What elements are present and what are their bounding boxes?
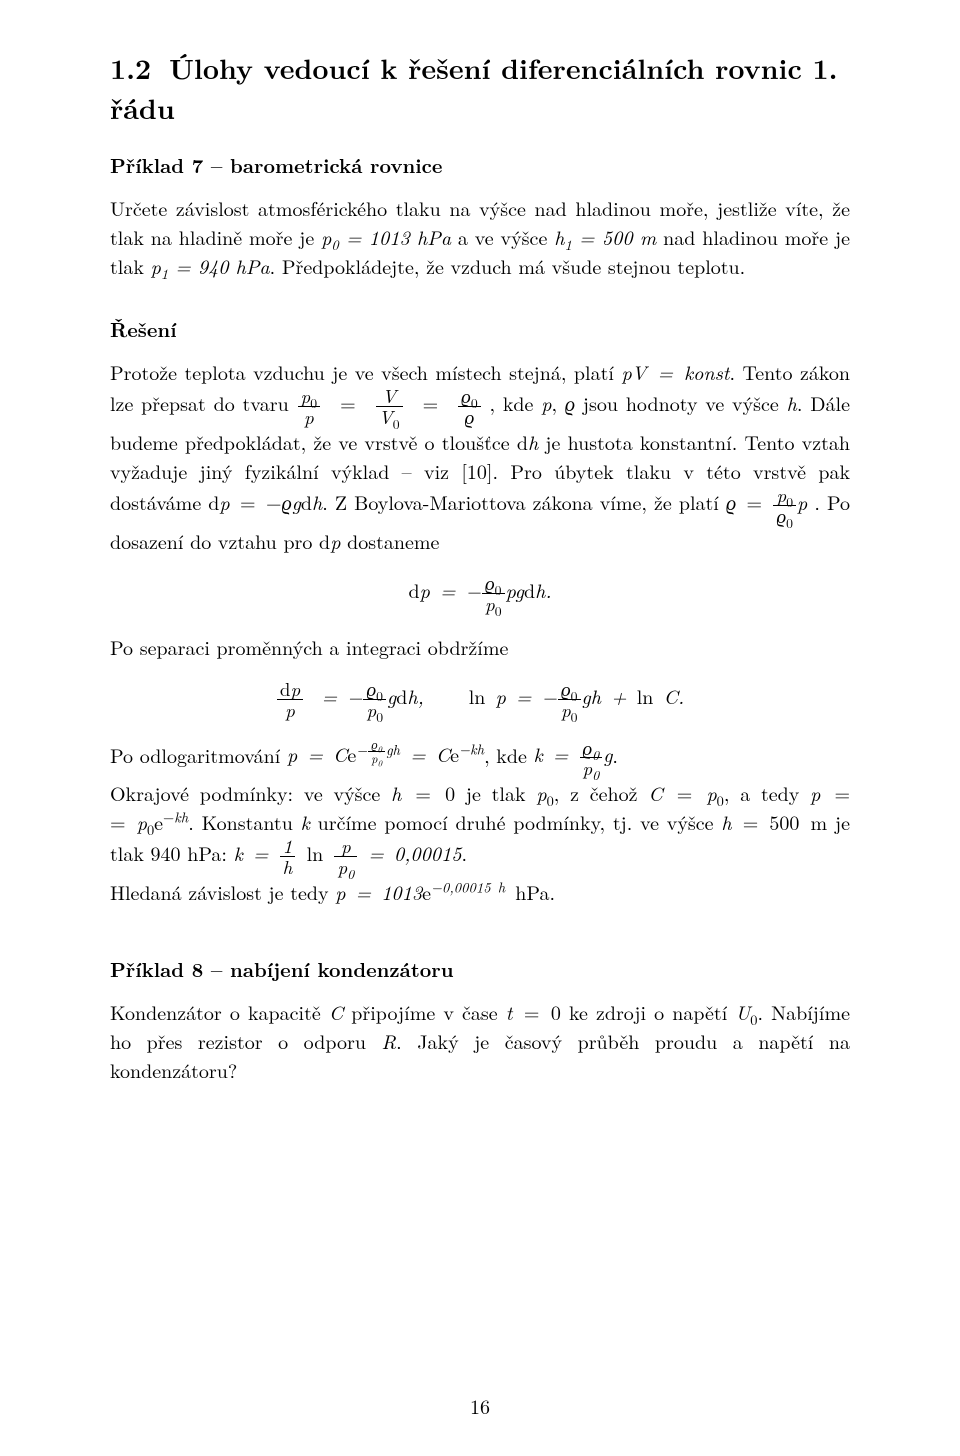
text: Po odlogaritmování bbox=[110, 739, 287, 768]
math-frac-chain: p0p = VV0 = ϱ0ϱ bbox=[297, 388, 490, 417]
equation-sep: dpp = −ϱ0p0gdh, ln p = −ϱ0p0gh + ln C. bbox=[110, 679, 850, 720]
example-7-heading: Příklad 7 – barometrická rovnice bbox=[110, 150, 850, 179]
math-log-eq1: p = Ce−ϱ0p0gh = Ce−kh bbox=[287, 739, 484, 768]
text: . bbox=[549, 877, 555, 906]
text: . Z Boylova-Mariottova zákona víme, že p… bbox=[322, 487, 726, 516]
page: 1.2Úlohy vedoucí k řešení diferenciálníc… bbox=[0, 0, 960, 1456]
text: , kde bbox=[489, 388, 541, 417]
page-number: 16 bbox=[0, 1391, 960, 1420]
text: . Předpokládejte, že vzduch má všude ste… bbox=[270, 251, 746, 280]
text: , z čehož bbox=[554, 778, 649, 807]
math-rho-eq: ϱ = p0ϱ0p bbox=[726, 487, 814, 516]
math-C: C bbox=[329, 997, 343, 1026]
text: . bbox=[612, 739, 618, 768]
text: připojíme v čase bbox=[343, 997, 506, 1026]
math-pv: pV = konst bbox=[621, 357, 729, 386]
math-kval: k = 1h ln pp0 = 0,00015 bbox=[234, 838, 462, 867]
section-heading: 1.2Úlohy vedoucí k řešení diferenciálníc… bbox=[110, 48, 850, 128]
text: Okrajové podmínky: ve výšce bbox=[110, 778, 391, 807]
math-p0: p0 = 1013 hPa bbox=[321, 222, 451, 251]
text: určíme pomocí druhé podmínky, tj. ve výš… bbox=[310, 807, 722, 836]
text: ke zdroji o napětí bbox=[561, 997, 736, 1026]
math-h: h bbox=[787, 388, 797, 417]
text: je tlak bbox=[455, 778, 536, 807]
text: Kondenzátor o kapacitě bbox=[110, 997, 329, 1026]
separation-line: Po separaci proměnných a integraci obdrž… bbox=[110, 632, 850, 661]
math-U0: U bbox=[735, 997, 750, 1026]
text: Hledaná závislost je tedy bbox=[110, 877, 335, 906]
math-p1: p1 = 940 hPa bbox=[151, 251, 270, 280]
text: , a tedy bbox=[724, 778, 810, 807]
equation-dp: dp = −ϱ0p0pgdh. bbox=[110, 573, 850, 614]
text: , kde bbox=[484, 739, 533, 768]
solution-heading: Řešení bbox=[110, 314, 850, 343]
section-title-text: Úlohy vedoucí k řešení diferenciálních r… bbox=[110, 48, 838, 128]
math-result: p = 1013e−0,00015 h bbox=[335, 877, 505, 906]
math-log-eq2: k = ϱ0p0g bbox=[534, 739, 613, 768]
example-7-prompt: Určete závislost atmosférického tlaku na… bbox=[110, 193, 850, 280]
math-t0: t bbox=[506, 997, 513, 1026]
example-8-text: Kondenzátor o kapacitě C připojíme v čas… bbox=[110, 997, 850, 1084]
example-8-heading: Příklad 8 – nabíjení kondenzátoru bbox=[110, 954, 850, 983]
math-R: R bbox=[382, 1026, 397, 1055]
text: dostaneme bbox=[340, 526, 439, 555]
text: a ve výšce bbox=[451, 222, 554, 251]
section-number: 1.2 bbox=[110, 48, 151, 88]
math-p-rho: p bbox=[541, 388, 551, 417]
math-h1: h1 = 500 m bbox=[554, 222, 656, 251]
text: Protože teplota vzduchu je ve všech míst… bbox=[110, 357, 621, 386]
solution-para-1: Protože teplota vzduchu je ve všech míst… bbox=[110, 357, 850, 555]
text: . bbox=[461, 838, 467, 867]
log-para: Po odlogaritmování p = Ce−ϱ0p0gh = Ce−kh… bbox=[110, 738, 850, 907]
text: jsou hodnoty ve výšce bbox=[575, 388, 787, 417]
